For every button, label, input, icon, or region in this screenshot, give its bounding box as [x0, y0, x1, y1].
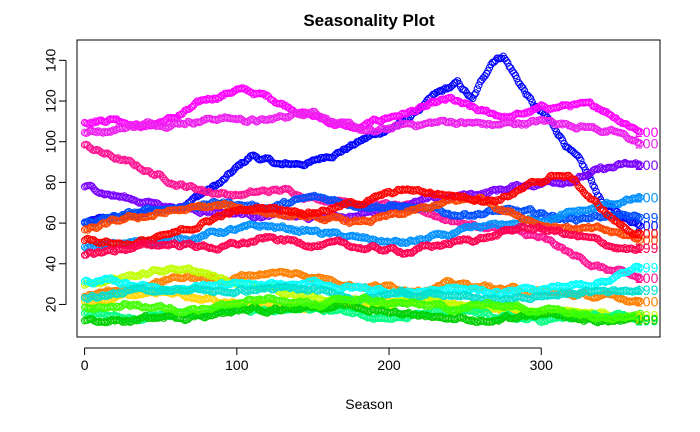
data-point [472, 89, 480, 97]
chart-title: Seasonality Plot [303, 11, 435, 30]
data-point [578, 160, 587, 169]
data-point [473, 85, 481, 93]
data-point [190, 193, 198, 202]
data-point [103, 128, 112, 137]
data-point [636, 222, 644, 230]
data-point [590, 183, 599, 192]
data-point [85, 120, 93, 128]
data-point [513, 74, 521, 83]
data-point [475, 81, 483, 89]
data-point [478, 105, 486, 114]
data-point [577, 156, 585, 165]
data-point [90, 119, 98, 127]
data-point [609, 126, 617, 135]
data-point [281, 114, 290, 122]
data-point [362, 119, 370, 128]
data-point [234, 115, 243, 123]
data-point [580, 163, 588, 171]
data-point [307, 108, 316, 117]
data-point [616, 128, 625, 137]
data-point [364, 118, 372, 127]
data-point [469, 94, 477, 103]
data-point [526, 94, 535, 103]
data-point [587, 177, 596, 185]
data-point [214, 115, 223, 124]
data-point [108, 127, 116, 136]
data-point [470, 91, 478, 99]
series-layer [80, 52, 644, 327]
data-point [636, 139, 644, 148]
data-point [636, 128, 644, 136]
data-point [558, 136, 567, 145]
data-point [192, 99, 200, 107]
series-3 [80, 107, 644, 148]
data-point [208, 182, 217, 191]
